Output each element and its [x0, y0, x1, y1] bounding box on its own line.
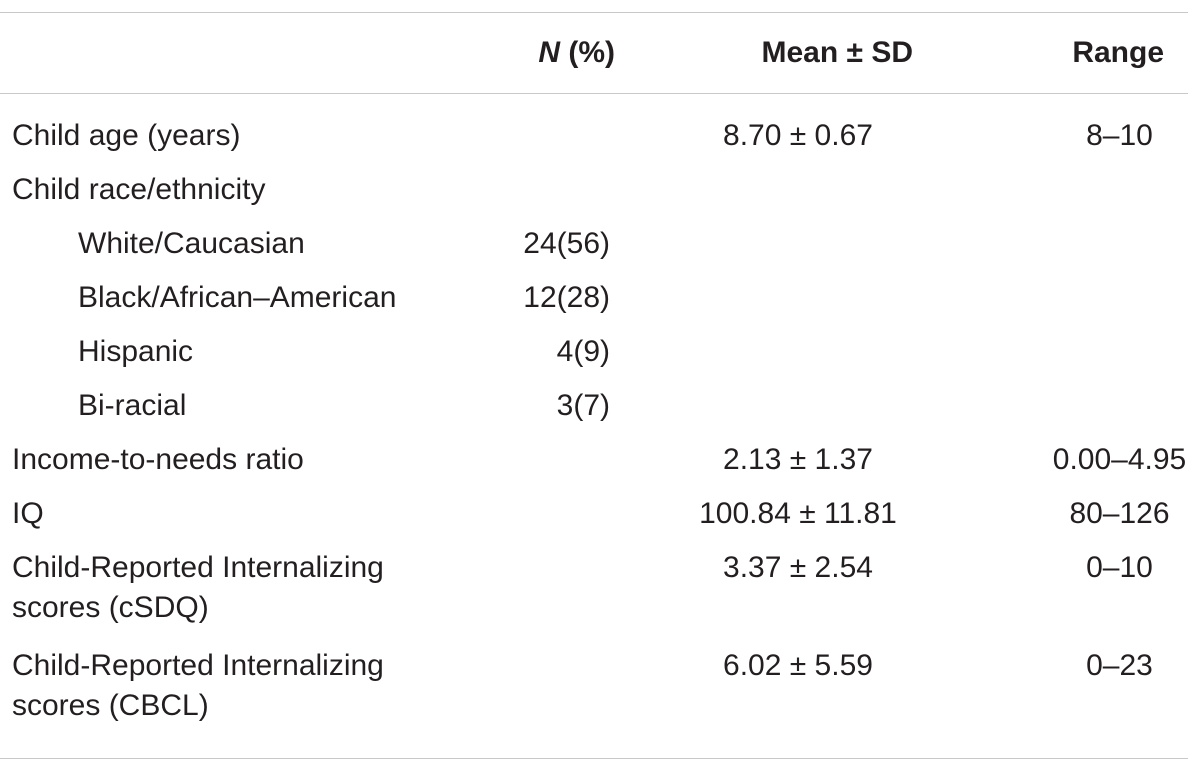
- table-row: IQ 100.84 ± 11.81 80–126: [0, 494, 1188, 548]
- row-label: Income-to-needs ratio: [12, 443, 304, 476]
- row-label: Child race/ethnicity: [12, 173, 266, 206]
- row-label-line2: scores (CBCL): [12, 689, 209, 722]
- table-header: N (%) Mean ± SD Range: [0, 12, 1188, 94]
- row-label: Hispanic: [78, 335, 194, 368]
- table-row: Black/African–American 12(28): [0, 278, 1188, 332]
- row-label: White/Caucasian: [78, 227, 305, 260]
- row-n: 3(7): [556, 389, 610, 422]
- table-row: Child race/ethnicity: [0, 170, 1188, 224]
- table-body: Child age (years) 8.70 ± 0.67 8–10 Child…: [0, 94, 1188, 759]
- row-range: [1001, 170, 1188, 224]
- row-label-line2: scores (cSDQ): [12, 591, 209, 624]
- row-range: [1001, 386, 1188, 440]
- row-label-line1: Child-Reported Internalizing: [12, 551, 384, 584]
- row-mean: 8.70 ± 0.67: [723, 119, 873, 152]
- row-range: [1001, 224, 1188, 278]
- header-n-italic: N: [538, 36, 560, 69]
- row-label: IQ: [12, 497, 44, 530]
- header-label-cell: [0, 13, 455, 94]
- row-mean: [655, 278, 1001, 332]
- row-mean: 6.02 ± 5.59: [723, 649, 873, 682]
- demographics-table: N (%) Mean ± SD Range Child age (years) …: [0, 12, 1188, 759]
- table-row: Child-Reported Internalizing scores (cSDQ…: [0, 548, 1188, 646]
- table-row: Child age (years) 8.70 ± 0.67 8–10: [0, 94, 1188, 171]
- row-range: 8–10: [1086, 119, 1153, 152]
- row-n: 12(28): [523, 281, 610, 314]
- row-n: [455, 548, 655, 646]
- row-range: 0.00–4.95: [1052, 443, 1187, 476]
- row-range: 0–23: [1086, 649, 1153, 682]
- row-n: [455, 94, 655, 171]
- row-range: 80–126: [1069, 497, 1170, 530]
- row-n: [455, 170, 655, 224]
- header-n-percent: N (%): [455, 13, 655, 94]
- row-n: 24(56): [523, 227, 610, 260]
- row-n: [455, 494, 655, 548]
- row-mean: [655, 170, 1001, 224]
- table-row: Child-Reported Internalizing scores (CBCL…: [0, 646, 1188, 759]
- row-label: Bi-racial: [78, 389, 187, 422]
- header-row: N (%) Mean ± SD Range: [0, 12, 1188, 94]
- table-row: Income-to-needs ratio 2.13 ± 1.37 0.00–4…: [0, 440, 1188, 494]
- row-range: 0–10: [1086, 551, 1153, 584]
- header-n-suffix: (%): [560, 36, 615, 69]
- row-n: 4(9): [556, 335, 610, 368]
- row-mean: [655, 224, 1001, 278]
- demographics-table-container: N (%) Mean ± SD Range Child age (years) …: [0, 12, 1188, 759]
- row-range: [1001, 278, 1188, 332]
- row-mean: [655, 332, 1001, 386]
- header-range: Range: [1072, 36, 1164, 69]
- row-label-line1: Child-Reported Internalizing: [12, 649, 384, 682]
- row-label: Child age (years): [12, 119, 241, 152]
- row-range: [1001, 332, 1188, 386]
- row-label: Child-Reported Internalizing scores (CBCL…: [0, 646, 455, 759]
- header-mean-sd: Mean ± SD: [761, 36, 914, 69]
- table-row: Hispanic 4(9): [0, 332, 1188, 386]
- row-mean: 2.13 ± 1.37: [723, 443, 873, 476]
- row-mean: 3.37 ± 2.54: [723, 551, 873, 584]
- row-label: Black/African–American: [78, 281, 397, 314]
- row-mean: [655, 386, 1001, 440]
- row-label: Child-Reported Internalizing scores (cSDQ…: [0, 548, 455, 646]
- table-row: White/Caucasian 24(56): [0, 224, 1188, 278]
- row-mean: 100.84 ± 11.81: [699, 497, 897, 530]
- row-n: [455, 440, 655, 494]
- table-row: Bi-racial 3(7): [0, 386, 1188, 440]
